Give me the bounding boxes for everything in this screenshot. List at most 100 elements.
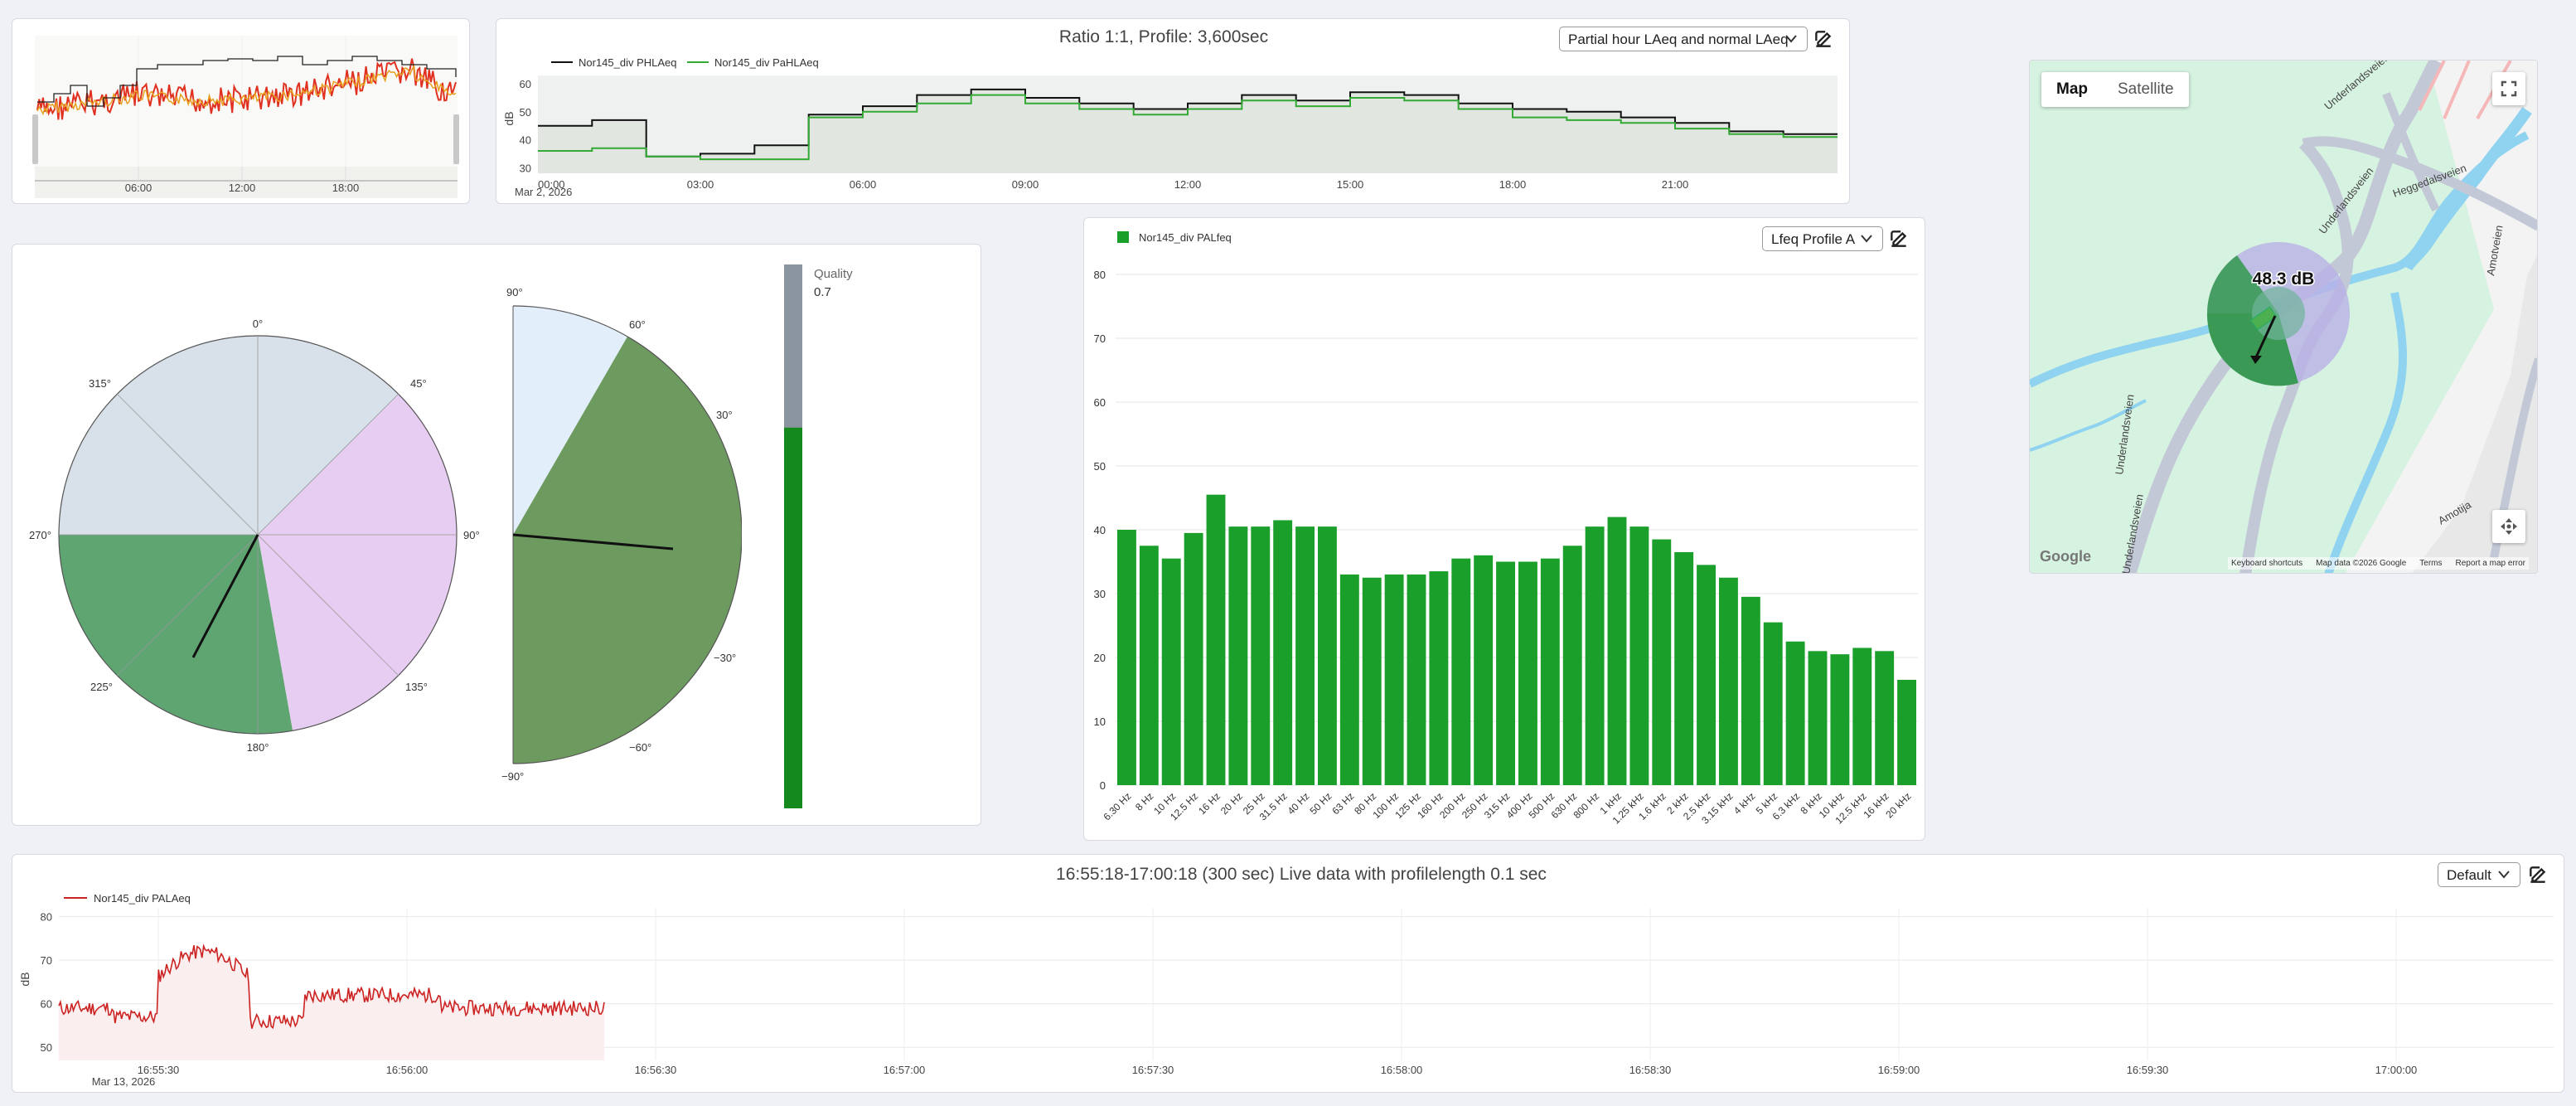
- spectrum-bar[interactable]: [1384, 574, 1404, 785]
- camera-control-button[interactable]: [2492, 510, 2525, 543]
- live-ytick: 80: [41, 911, 52, 924]
- spectrum-xtick: 8 kHz: [1799, 790, 1825, 817]
- spectrum-xtick: 12.5 kHz: [1833, 790, 1869, 826]
- spectrum-bar[interactable]: [1808, 651, 1828, 785]
- report-map-error-link[interactable]: Report a map error: [2455, 559, 2525, 568]
- hourly-xtick: 21:00: [1662, 178, 1689, 191]
- map-tab-satellite[interactable]: Satellite: [2118, 80, 2174, 98]
- spectrum-xtick: 160 Hz: [1415, 790, 1445, 821]
- hourly-ylabel: dB: [502, 111, 516, 125]
- spectrum-bar[interactable]: [1474, 555, 1494, 785]
- spectrum-bar[interactable]: [1607, 517, 1627, 785]
- spectrum-bar[interactable]: [1697, 565, 1716, 785]
- spectrum-bar[interactable]: [1161, 558, 1181, 785]
- legend-item: Nor145_div PALfeq: [1139, 231, 1232, 244]
- map-footer: Keyboard shortcuts Map data ©2026 Google…: [2227, 557, 2529, 570]
- legend-swatch: [1117, 231, 1129, 243]
- spectrum-bar[interactable]: [1273, 520, 1293, 785]
- spectrum-bar[interactable]: [1318, 526, 1337, 785]
- spectrum-xtick: 8 Hz: [1133, 790, 1155, 813]
- live-xtick: 16:58:30: [1629, 1064, 1672, 1076]
- polar-label: −30°: [714, 652, 736, 664]
- hourly-profile-select-value: Partial hour LAeq and normal LAeq: [1568, 32, 1789, 47]
- spectrum-bar[interactable]: [1763, 622, 1783, 785]
- live-xtick: 16:57:00: [884, 1064, 926, 1076]
- hourly-ytick: 40: [520, 134, 531, 147]
- spectrum-xtick: 3.15 kHz: [1699, 790, 1735, 826]
- rose-sector-southwest: [59, 535, 293, 734]
- polar-label: 90°: [506, 286, 523, 298]
- hourly-profile-select[interactable]: Partial hour LAeq and normal LAeq: [1559, 27, 1808, 51]
- spectrum-bar[interactable]: [1339, 574, 1359, 785]
- spectrum-bar[interactable]: [1362, 577, 1382, 785]
- spectrum-bar[interactable]: [1496, 561, 1515, 786]
- hourly-xtick: 12:00: [1174, 178, 1202, 191]
- edit-icon[interactable]: [2527, 864, 2549, 885]
- terms-link[interactable]: Terms: [2419, 559, 2443, 568]
- overview-right-handle[interactable]: [453, 114, 459, 164]
- rose-label: 135°: [405, 681, 428, 693]
- spectrum-bar[interactable]: [1206, 494, 1226, 785]
- live-xtick: 16:57:30: [1132, 1064, 1174, 1076]
- map-direction-arrowhead: [2250, 356, 2262, 364]
- spectrum-xtick: 400 Hz: [1504, 790, 1535, 821]
- spectrum-bar[interactable]: [1228, 526, 1248, 785]
- spectrum-xtick: 10 Hz: [1151, 790, 1178, 817]
- spectrum-bar[interactable]: [1674, 551, 1694, 785]
- spectrum-bar[interactable]: [1830, 654, 1850, 785]
- map-canvas[interactable]: 48.3 dB Underlandsveien Underlandsveien …: [2030, 61, 2538, 574]
- spectrum-bar[interactable]: [1562, 546, 1582, 785]
- map-data-attribution: Map data ©2026 Google: [2316, 559, 2407, 568]
- rose-label: 225°: [90, 681, 113, 693]
- live-xtick: 16:56:00: [386, 1064, 429, 1076]
- spectrum-bar[interactable]: [1184, 532, 1203, 785]
- quality-label: Quality: [814, 267, 853, 281]
- spectrum-bar[interactable]: [1585, 526, 1605, 785]
- spectrum-bar[interactable]: [1295, 526, 1315, 785]
- spectrum-bar[interactable]: [1451, 558, 1471, 785]
- live-profile-select[interactable]: Default: [2438, 862, 2520, 887]
- spectrum-xtick: 25 Hz: [1241, 790, 1267, 817]
- spectrum-bar[interactable]: [1429, 571, 1449, 785]
- spectrum-bar[interactable]: [1540, 558, 1560, 785]
- fullscreen-icon: [2501, 80, 2517, 97]
- spectrum-bar[interactable]: [1897, 679, 1916, 785]
- edit-icon[interactable]: [1888, 228, 1910, 250]
- spectrum-bar[interactable]: [1117, 530, 1136, 785]
- hourly-series-line-pahlaeq: [538, 94, 1838, 161]
- spectrum-bar[interactable]: [1652, 539, 1672, 785]
- map-direction-arrow: [2254, 315, 2277, 360]
- spectrum-profile-select[interactable]: Lfeq Profile A: [1762, 226, 1883, 251]
- spectrum-bar[interactable]: [1407, 574, 1426, 785]
- spectrum-xtick: 63 Hz: [1329, 790, 1356, 817]
- spectrum-ytick: 30: [1094, 588, 1106, 600]
- map-tab-map[interactable]: Map: [2056, 80, 2088, 98]
- spectrum-xtick: 31.5 Hz: [1257, 790, 1290, 822]
- spectrum-bar[interactable]: [1251, 526, 1271, 785]
- spectrum-bar[interactable]: [1518, 561, 1537, 786]
- edit-icon[interactable]: [1813, 28, 1834, 50]
- spectrum-bar[interactable]: [1852, 648, 1872, 785]
- spectrum-ytick: 40: [1094, 524, 1106, 536]
- map-type-toggle: Map Satellite: [2041, 72, 2189, 107]
- spectrum-bar[interactable]: [1719, 577, 1738, 785]
- map-sensor-marker[interactable]: [2249, 306, 2278, 331]
- spectrum-bar[interactable]: [1875, 651, 1895, 785]
- quality-gauge-fill: [784, 427, 802, 808]
- rose-sector-southeast: [258, 535, 457, 730]
- overview-left-handle[interactable]: [32, 114, 38, 164]
- spectrum-bar[interactable]: [1629, 526, 1649, 785]
- map-panel[interactable]: 48.3 dB Underlandsveien Underlandsveien …: [2029, 60, 2538, 574]
- spectrum-bar[interactable]: [1139, 546, 1159, 785]
- map-stream: [2030, 399, 2147, 452]
- polar-sector-lower: [513, 337, 742, 764]
- chevron-down-icon: [1861, 235, 1872, 243]
- spectrum-bar[interactable]: [1785, 641, 1805, 785]
- fullscreen-button[interactable]: [2492, 72, 2525, 105]
- overview-panel: 06:00 12:00 18:00: [12, 18, 470, 204]
- keyboard-shortcuts-link[interactable]: Keyboard shortcuts: [2230, 559, 2303, 568]
- spectrum-xtick: 6.3 kHz: [1770, 790, 1803, 822]
- spectrum-bar[interactable]: [1741, 596, 1760, 785]
- live-panel: 16:55:18-17:00:18 (300 sec) Live data wi…: [12, 854, 2564, 1093]
- spectrum-xtick: 80 Hz: [1352, 790, 1378, 817]
